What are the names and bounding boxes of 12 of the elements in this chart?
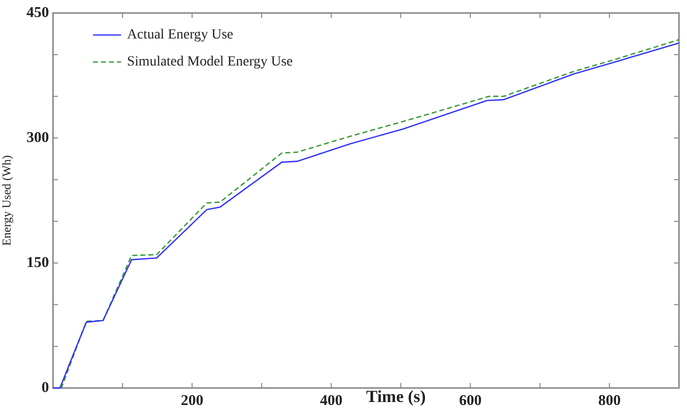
x-tick-label: 200 <box>180 392 204 409</box>
legend-label: Actual Energy Use <box>127 28 234 43</box>
x-tick-label: 400 <box>320 392 342 409</box>
x-tick-label: 800 <box>598 392 621 409</box>
y-axis-title: Energy Used (Wh) <box>0 155 14 246</box>
y-tick-label: 300 <box>26 130 49 146</box>
x-axis-title: Time (s) <box>366 386 426 406</box>
y-tick-label: 450 <box>26 4 49 21</box>
legend-label: Simulated Model Energy Use <box>127 54 293 70</box>
x-tick-label: 600 <box>459 392 482 409</box>
y-tick-label: 150 <box>26 254 49 271</box>
y-tick-label: 0 <box>42 380 49 396</box>
